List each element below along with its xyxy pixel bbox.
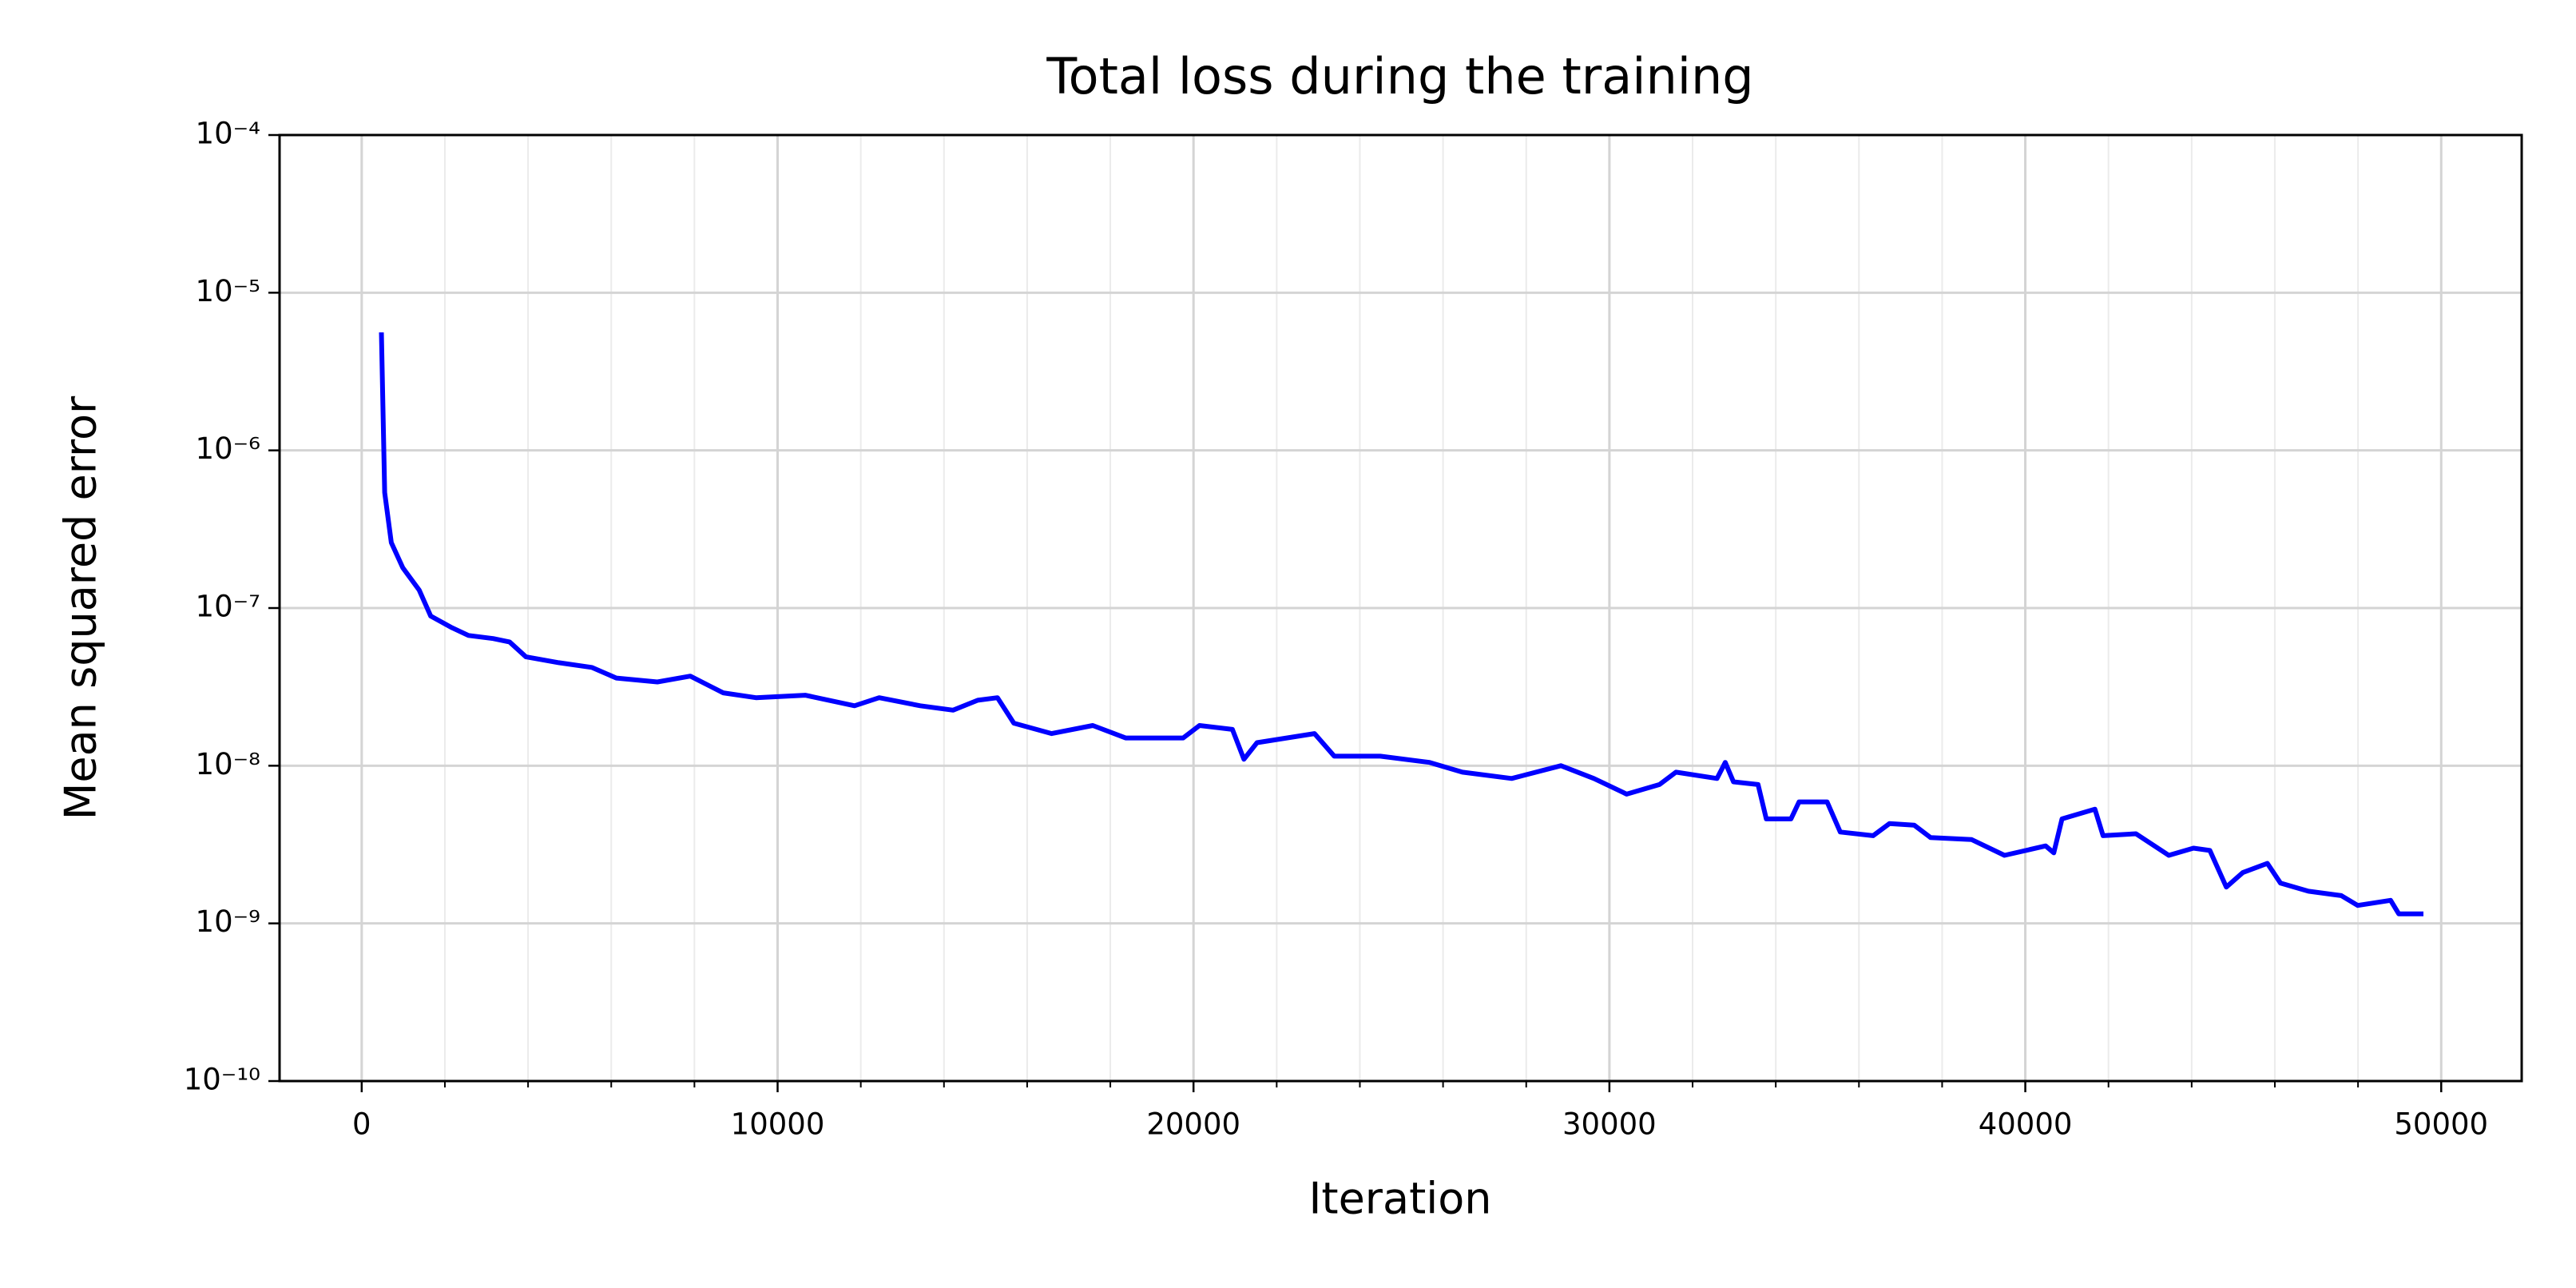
x-tick-label: 10000 [731, 1107, 825, 1142]
y-tick-label: 10⁻¹⁰ [184, 1063, 260, 1097]
y-tick-label: 10⁻⁸ [196, 747, 260, 781]
x-axis-label: Iteration [1308, 1174, 1491, 1224]
x-tick-label: 50000 [2394, 1107, 2488, 1142]
y-tick-label: 10⁻⁷ [196, 590, 260, 624]
loss-line [379, 332, 2423, 916]
y-tick-label: 10⁻⁵ [196, 274, 260, 308]
y-tick-label: 10⁻⁴ [196, 117, 260, 151]
x-tick-label: 30000 [1562, 1107, 1657, 1142]
x-tick-label: 40000 [1979, 1107, 2073, 1142]
chart-title: Total loss during the training [1046, 47, 1753, 105]
x-tick-label: 20000 [1146, 1107, 1240, 1142]
plot-frame [278, 133, 2523, 1083]
x-tick-label: 0 [352, 1107, 371, 1142]
y-tick-label: 10⁻⁹ [196, 904, 260, 939]
y-tick-label: 10⁻⁶ [196, 431, 260, 466]
y-axis-label: Mean squared error [56, 396, 106, 820]
